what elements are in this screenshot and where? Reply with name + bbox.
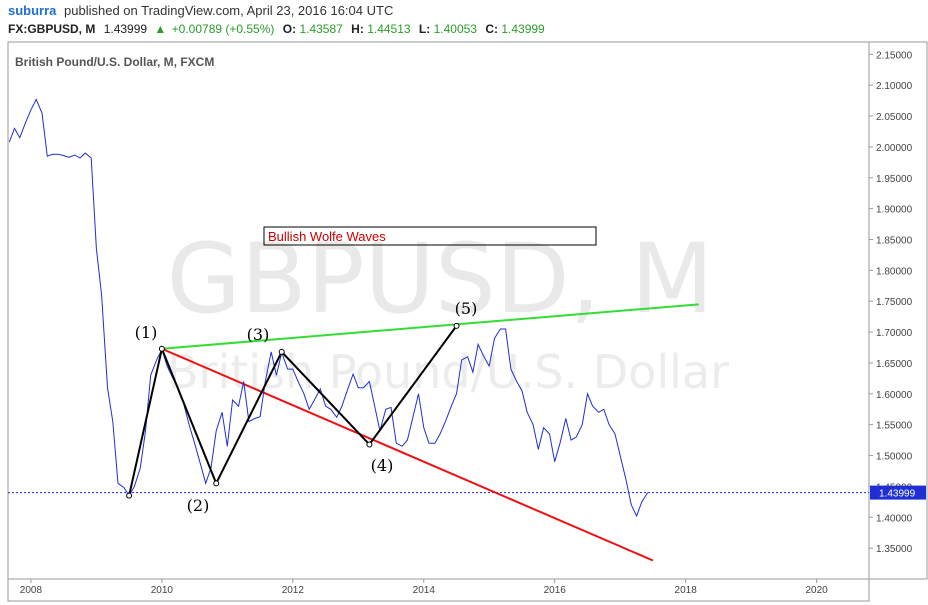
change-text: +0.00789 (+0.55%) (172, 22, 275, 36)
low-value: 1.40053 (434, 22, 478, 36)
wave-label-3: (3) (247, 325, 270, 344)
open-value: 1.43587 (299, 22, 343, 36)
wolfe-upper-trendline[interactable] (161, 303, 699, 350)
y-tick-label: 1.70000 (876, 328, 913, 339)
last-price-tag-text: 1.43999 (879, 489, 916, 500)
annotation-text: Bullish Wolfe Waves (268, 229, 386, 244)
y-tick-label: 1.50000 (876, 452, 913, 463)
close-value: 1.43999 (501, 22, 545, 36)
x-tick-label: 2018 (675, 585, 698, 596)
low-label: L: (419, 22, 430, 36)
price-axis: 2.15000 2.10000 2.05000 2.00000 1.95000 1.900… (869, 50, 913, 555)
x-tick-label: 2008 (20, 585, 43, 596)
y-tick-label: 2.05000 (876, 112, 913, 123)
y-tick-label: 1.95000 (876, 174, 913, 185)
wave-point-marker (158, 345, 165, 352)
wolfe-wave-points (126, 322, 460, 499)
wave-point-marker (213, 480, 220, 487)
last-price-tag-background (870, 485, 926, 500)
watermark-symbol: GBPUSD, M (166, 223, 713, 335)
header-line-1: suburra published on TradingView.com, Ap… (8, 3, 393, 18)
x-tick-label: 2014 (413, 585, 436, 596)
header-line-2: FX:GBPUSD, M 1.43999 ▲ +0.00789 (+0.55%)… (8, 22, 545, 36)
published-text: published on TradingView.com, April 23, … (64, 3, 393, 18)
x-tick-label: 2010 (151, 585, 174, 596)
wolfe-wave-path[interactable] (128, 325, 458, 496)
close-label: C: (485, 22, 498, 36)
last-price-tag: 1.43999 (870, 485, 926, 500)
y-tick-label: 1.35000 (876, 544, 913, 555)
symbol-interval: FX:GBPUSD, M (8, 22, 95, 36)
high-value: 1.44513 (367, 22, 411, 36)
wave-point-marker (366, 441, 373, 448)
wave-label-1: (1) (135, 323, 158, 342)
wave-label-4: (4) (371, 456, 394, 475)
wave-label-5: (5) (455, 299, 478, 318)
wave-point-marker (126, 492, 133, 499)
author-name[interactable]: suburra (8, 3, 57, 18)
chart-title: British Pound/U.S. Dollar, M, FXCM (15, 55, 214, 69)
up-arrow-icon: ▲ (154, 22, 166, 36)
open-label: O: (283, 22, 296, 36)
y-tick-label: 1.75000 (876, 297, 913, 308)
price-series-line (8, 98, 649, 518)
high-label: H: (351, 22, 364, 36)
y-tick-label: 1.90000 (876, 205, 913, 216)
y-tick-label: 2.10000 (876, 81, 913, 92)
x-tick-label: 2016 (544, 585, 567, 596)
y-tick-label: 1.55000 (876, 421, 913, 432)
y-tick-label: 1.85000 (876, 236, 913, 247)
x-tick-label: 2012 (282, 585, 305, 596)
wave-point-marker (278, 348, 285, 355)
y-tick-label: 1.40000 (876, 513, 913, 524)
y-tick-label: 1.60000 (876, 390, 913, 401)
y-tick-label: 2.15000 (876, 50, 913, 61)
last-price-text: 1.43999 (104, 22, 148, 36)
y-tick-label: 1.80000 (876, 266, 913, 277)
y-tick-label: 1.65000 (876, 359, 913, 370)
annotation-box[interactable] (263, 226, 597, 246)
time-axis-panel[interactable] (7, 578, 870, 602)
watermark-description: British Pound/U.S. Dollar (167, 345, 729, 399)
wave-label-2: (2) (187, 496, 210, 515)
wave-point-marker (453, 322, 460, 329)
x-tick-label: 2020 (805, 585, 828, 596)
y-tick-label: 2.00000 (876, 143, 913, 154)
time-axis: 2008 2010 2012 2014 2016 2018 2020 (20, 579, 828, 596)
